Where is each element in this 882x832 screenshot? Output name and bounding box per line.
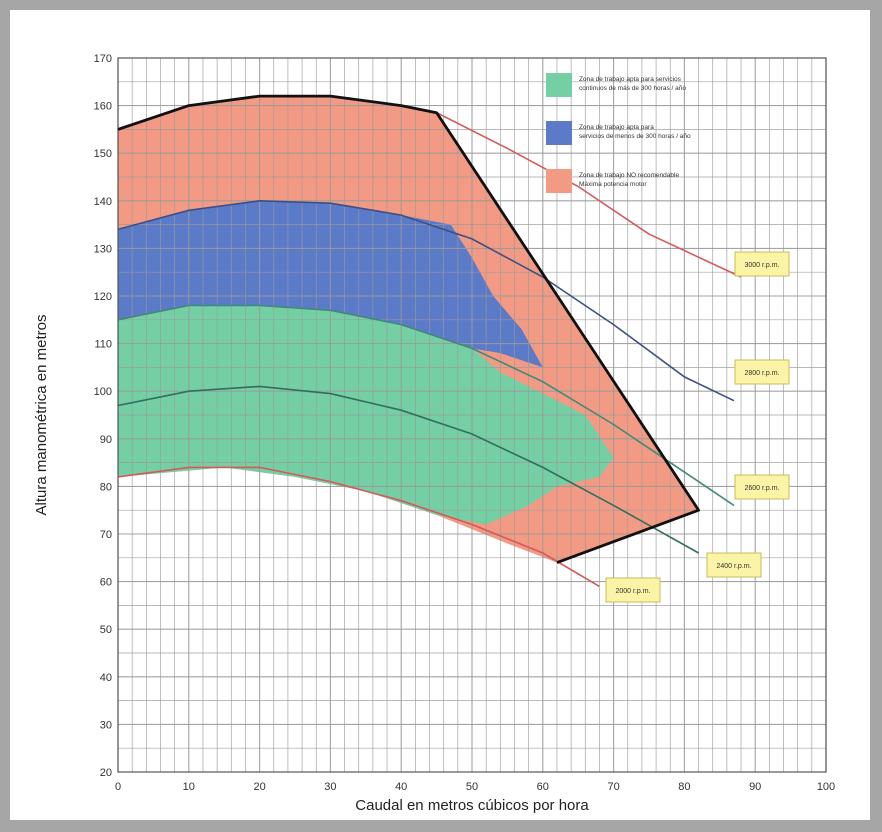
y-tick-label: 160 (94, 101, 112, 113)
chart-frame: 0 10 20 30 40 50 60 70 80 90 100 20 30 40 50 60 70 80 90 10… (10, 10, 870, 820)
legend-label: continuos de más de 300 horas / año (579, 85, 686, 92)
x-tick-label: 40 (395, 781, 407, 793)
rpm-label: 3000 r.p.m. (744, 262, 779, 269)
rpm-label-box (734, 251, 790, 277)
x-tick-label: 20 (253, 781, 265, 793)
y-tick-label: 140 (94, 196, 112, 208)
y-tick-label: 170 (94, 53, 112, 65)
x-tick-label: 10 (183, 781, 195, 793)
x-tick-label: 30 (324, 781, 336, 793)
curve-2400-rpm (117, 385, 699, 554)
y-tick-label: 130 (94, 243, 112, 255)
x-tick-label: 60 (537, 781, 549, 793)
curve-2600-rpm (117, 304, 735, 507)
rpm-label-box (605, 577, 661, 603)
plot-border (117, 57, 827, 773)
y-tick-label: 30 (100, 719, 112, 731)
x-tick-label: 50 (466, 781, 478, 793)
x-axis-label: Caudal en metros cúbicos por hora (355, 797, 589, 814)
y-tick-label: 60 (100, 577, 112, 589)
y-tick-label: 90 (100, 434, 112, 446)
rpm-label: 2000 r.p.m. (615, 588, 650, 595)
rpm-label: 2600 r.p.m. (744, 485, 779, 492)
x-tick-label: 0 (115, 781, 121, 793)
x-tick-label: 100 (817, 781, 835, 793)
curve-2800-rpm (117, 199, 735, 402)
legend-label: Zona de trabajo NO recomendable (579, 172, 679, 179)
y-tick-label: 20 (100, 767, 112, 779)
x-tick-label: 80 (678, 781, 690, 793)
legend-label: servicios de menos de 300 horas / año (579, 133, 691, 140)
legend-swatch-1 (546, 73, 572, 97)
y-tick-label: 120 (94, 291, 112, 303)
rpm-label: 2400 r.p.m. (716, 563, 751, 570)
y-tick-label: 80 (100, 481, 112, 493)
rpm-label: 2800 r.p.m. (744, 370, 779, 377)
legend-label: Máxima potencia motor (579, 181, 647, 188)
rpm-label-box (734, 474, 790, 500)
legend-label: Zona de trabajo apta para servicios (579, 76, 682, 83)
y-tick-label: 70 (100, 529, 112, 541)
operating-envelope (117, 94, 700, 564)
y-tick-label: 100 (94, 386, 112, 398)
rpm-label-box (706, 552, 762, 578)
legend-label: Zona de trabajo apta para (579, 124, 654, 131)
pump-curve-chart: 0 10 20 30 40 50 60 70 80 90 100 20 30 40 50 60 70 80 90 10… (33, 53, 835, 814)
x-tick-label: 70 (607, 781, 619, 793)
y-tick-label: 110 (94, 339, 112, 351)
y-tick-label: 50 (100, 624, 112, 636)
x-tick-label: 90 (749, 781, 761, 793)
legend-swatch-2 (546, 121, 572, 145)
y-axis-label: Altura manométrica en metros (33, 315, 50, 516)
y-tick-label: 150 (94, 148, 112, 160)
y-tick-label: 40 (100, 672, 112, 684)
rpm-label-box (734, 359, 790, 385)
legend-swatch-3 (546, 169, 572, 193)
curve-2000-rpm (117, 466, 600, 588)
